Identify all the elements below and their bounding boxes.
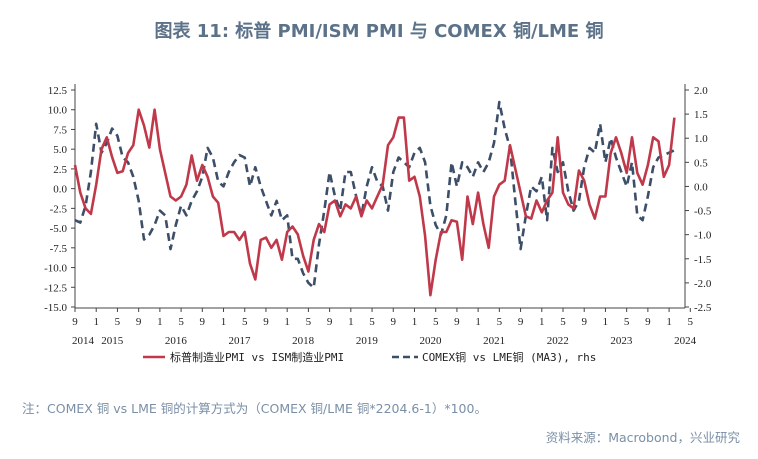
- x-year-label: 2024: [674, 335, 697, 347]
- x-year-label: 2022: [547, 335, 569, 347]
- x-tick-label: 5: [306, 316, 312, 328]
- x-tick-label: 1: [412, 316, 418, 328]
- series-layer: [73, 100, 676, 297]
- right-y-tick-label: 1.0: [694, 133, 708, 145]
- left-y-tick-label: 7.5: [53, 124, 67, 136]
- series-line-pmi: [73, 108, 676, 297]
- left-y-tick-label: 10.0: [48, 105, 68, 117]
- x-tick-label: 9: [263, 316, 269, 328]
- x-tick-label: 9: [136, 316, 142, 328]
- right-y-tick-label: 0.0: [694, 181, 708, 193]
- left-y-tick-label: 5.0: [53, 144, 67, 156]
- right-y-ticks: 2.0 1.5 1.0 0.5 0.0 -0.5 -1.0 -1.5 -2.0 -2.5: [685, 85, 712, 314]
- x-tick-label: 1: [284, 316, 290, 328]
- right-y-tick-label: -2.0: [694, 278, 712, 290]
- chart-title: 图表 11: 标普 PMI/ISM PMI 与 COMEX 铜/LME 铜: [155, 20, 604, 42]
- left-y-tick-label: -10.0: [44, 263, 67, 275]
- legend-label-copper: COMEX铜 vs LME铜 (MA3), rhs: [422, 350, 596, 364]
- left-y-tick-label: -7.5: [50, 243, 68, 255]
- x-tick-label: 9: [72, 316, 78, 328]
- left-y-tick-label: -12.5: [44, 282, 67, 294]
- x-tick-label: 5: [688, 316, 694, 328]
- x-year-label: 2018: [292, 335, 315, 347]
- x-tick-label: 1: [348, 316, 354, 328]
- plot-area: 12.510.07.55.02.50.0-2.5-5.0-7.5-10.0-12…: [44, 84, 712, 347]
- right-y-tick-label: -1.5: [694, 254, 712, 266]
- x-year-label: 2021: [483, 335, 505, 347]
- right-y-tick-label: 1.5: [694, 109, 708, 121]
- x-tick-label: 9: [327, 316, 333, 328]
- x-tick-label: 5: [624, 316, 630, 328]
- left-y-tick-label: 12.5: [48, 85, 68, 97]
- x-tick-label: 5: [433, 316, 439, 328]
- legend: 标普制造业PMI vs ISM制造业PMI COMEX铜 vs LME铜 (MA…: [143, 350, 596, 364]
- x-tick-label: 5: [497, 316, 503, 328]
- x-year-label: 2015: [101, 335, 124, 347]
- x-tick-label: 5: [178, 316, 184, 328]
- footnote: 注：COMEX 铜 vs LME 铜的计算方式为（COMEX 铜/LME 铜*2…: [22, 401, 487, 416]
- x-tick-label: 1: [157, 316, 163, 328]
- x-tick-label: 5: [115, 316, 121, 328]
- x-year-label: 2019: [356, 335, 379, 347]
- x-tick-label: 9: [200, 316, 206, 328]
- right-y-tick-label: 2.0: [694, 85, 708, 97]
- x-tick-label: 1: [666, 316, 672, 328]
- left-y-tick-label: 2.5: [53, 164, 67, 176]
- right-y-tick-label: -1.0: [694, 230, 712, 242]
- left-y-tick-label: -15.0: [44, 302, 67, 314]
- left-y-ticks: 12.5 10.0 7.5 5.0 2.5 0.0 -2.5 -5.0 -7.5 -10.0 -12…: [44, 85, 75, 314]
- x-tick-label: 9: [454, 316, 460, 328]
- x-tick-label: 5: [369, 316, 375, 328]
- x-tick-label: 9: [581, 316, 587, 328]
- left-y-tick-label: -5.0: [50, 223, 68, 235]
- x-tick-label: 9: [391, 316, 397, 328]
- x-year-label: 2014: [72, 335, 95, 347]
- x-tick-label: 1: [603, 316, 609, 328]
- legend-label-pmi: 标普制造业PMI vs ISM制造业PMI: [170, 350, 344, 364]
- x-tick-label: 9: [645, 316, 651, 328]
- right-y-tick-label: -0.5: [694, 206, 712, 218]
- right-y-tick-label: 0.5: [694, 157, 708, 169]
- series-line-copper: [74, 100, 675, 289]
- x-year-label: 2016: [165, 335, 188, 347]
- source-note: 资料来源：Macrobond，兴业研究: [546, 430, 741, 445]
- left-y-tick-label: 0.0: [53, 184, 67, 196]
- x-tick-label: 5: [560, 316, 566, 328]
- right-y-tick-label: -2.5: [694, 302, 712, 314]
- x-tick-label: 9: [518, 316, 524, 328]
- x-tick-label: 1: [475, 316, 481, 328]
- x-tick-label: 1: [539, 316, 545, 328]
- left-y-tick-label: -2.5: [50, 203, 68, 215]
- x-year-label: 2017: [229, 335, 252, 347]
- x-year-label: 2023: [610, 335, 633, 347]
- x-tick-label: 5: [242, 316, 248, 328]
- x-ticks: 9 1 5 9 1 5 9 1 5 9 1 5 9 1 5 9 1 5 9 1 5 9 1 5 9 1 5 9 1 5 2014 2015 20…: [72, 308, 697, 347]
- x-tick-label: 1: [221, 316, 227, 328]
- x-year-label: 2020: [419, 335, 442, 347]
- x-tick-label: 1: [93, 316, 99, 328]
